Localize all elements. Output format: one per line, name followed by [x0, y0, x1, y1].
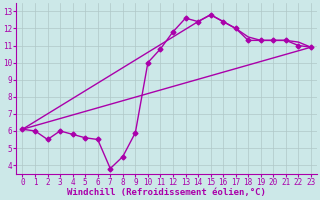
X-axis label: Windchill (Refroidissement éolien,°C): Windchill (Refroidissement éolien,°C) [67, 188, 266, 197]
